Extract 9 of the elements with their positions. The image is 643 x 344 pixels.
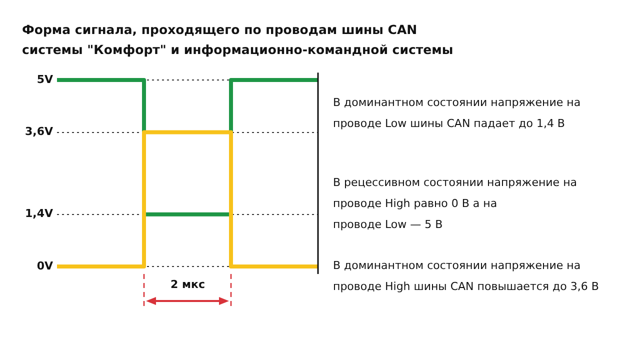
text: В рецессивном состоянии напряжение на проводе High равно 0 В а на проводе Low — 5 В: [333, 175, 577, 233]
y-tick-label: 5V: [36, 72, 54, 86]
text: 2 мкс: [170, 278, 205, 291]
chart-title: Форма сигнала, проходящего по проводам шины CAN системы "Комфорт" и информационно-командной системы: [22, 21, 454, 59]
y-tick-label: 1,4V: [25, 207, 54, 220]
y-tick-label: 0V: [36, 259, 54, 272]
text: В доминантном состоянии напряжение на проводе Low шины CAN падает до 1,4 В: [333, 95, 581, 132]
y-tick-label: 3,6V: [25, 125, 54, 138]
text: В доминантном состоянии напряжение на проводе High шины CAN повышается до 3,6 В: [333, 258, 599, 295]
